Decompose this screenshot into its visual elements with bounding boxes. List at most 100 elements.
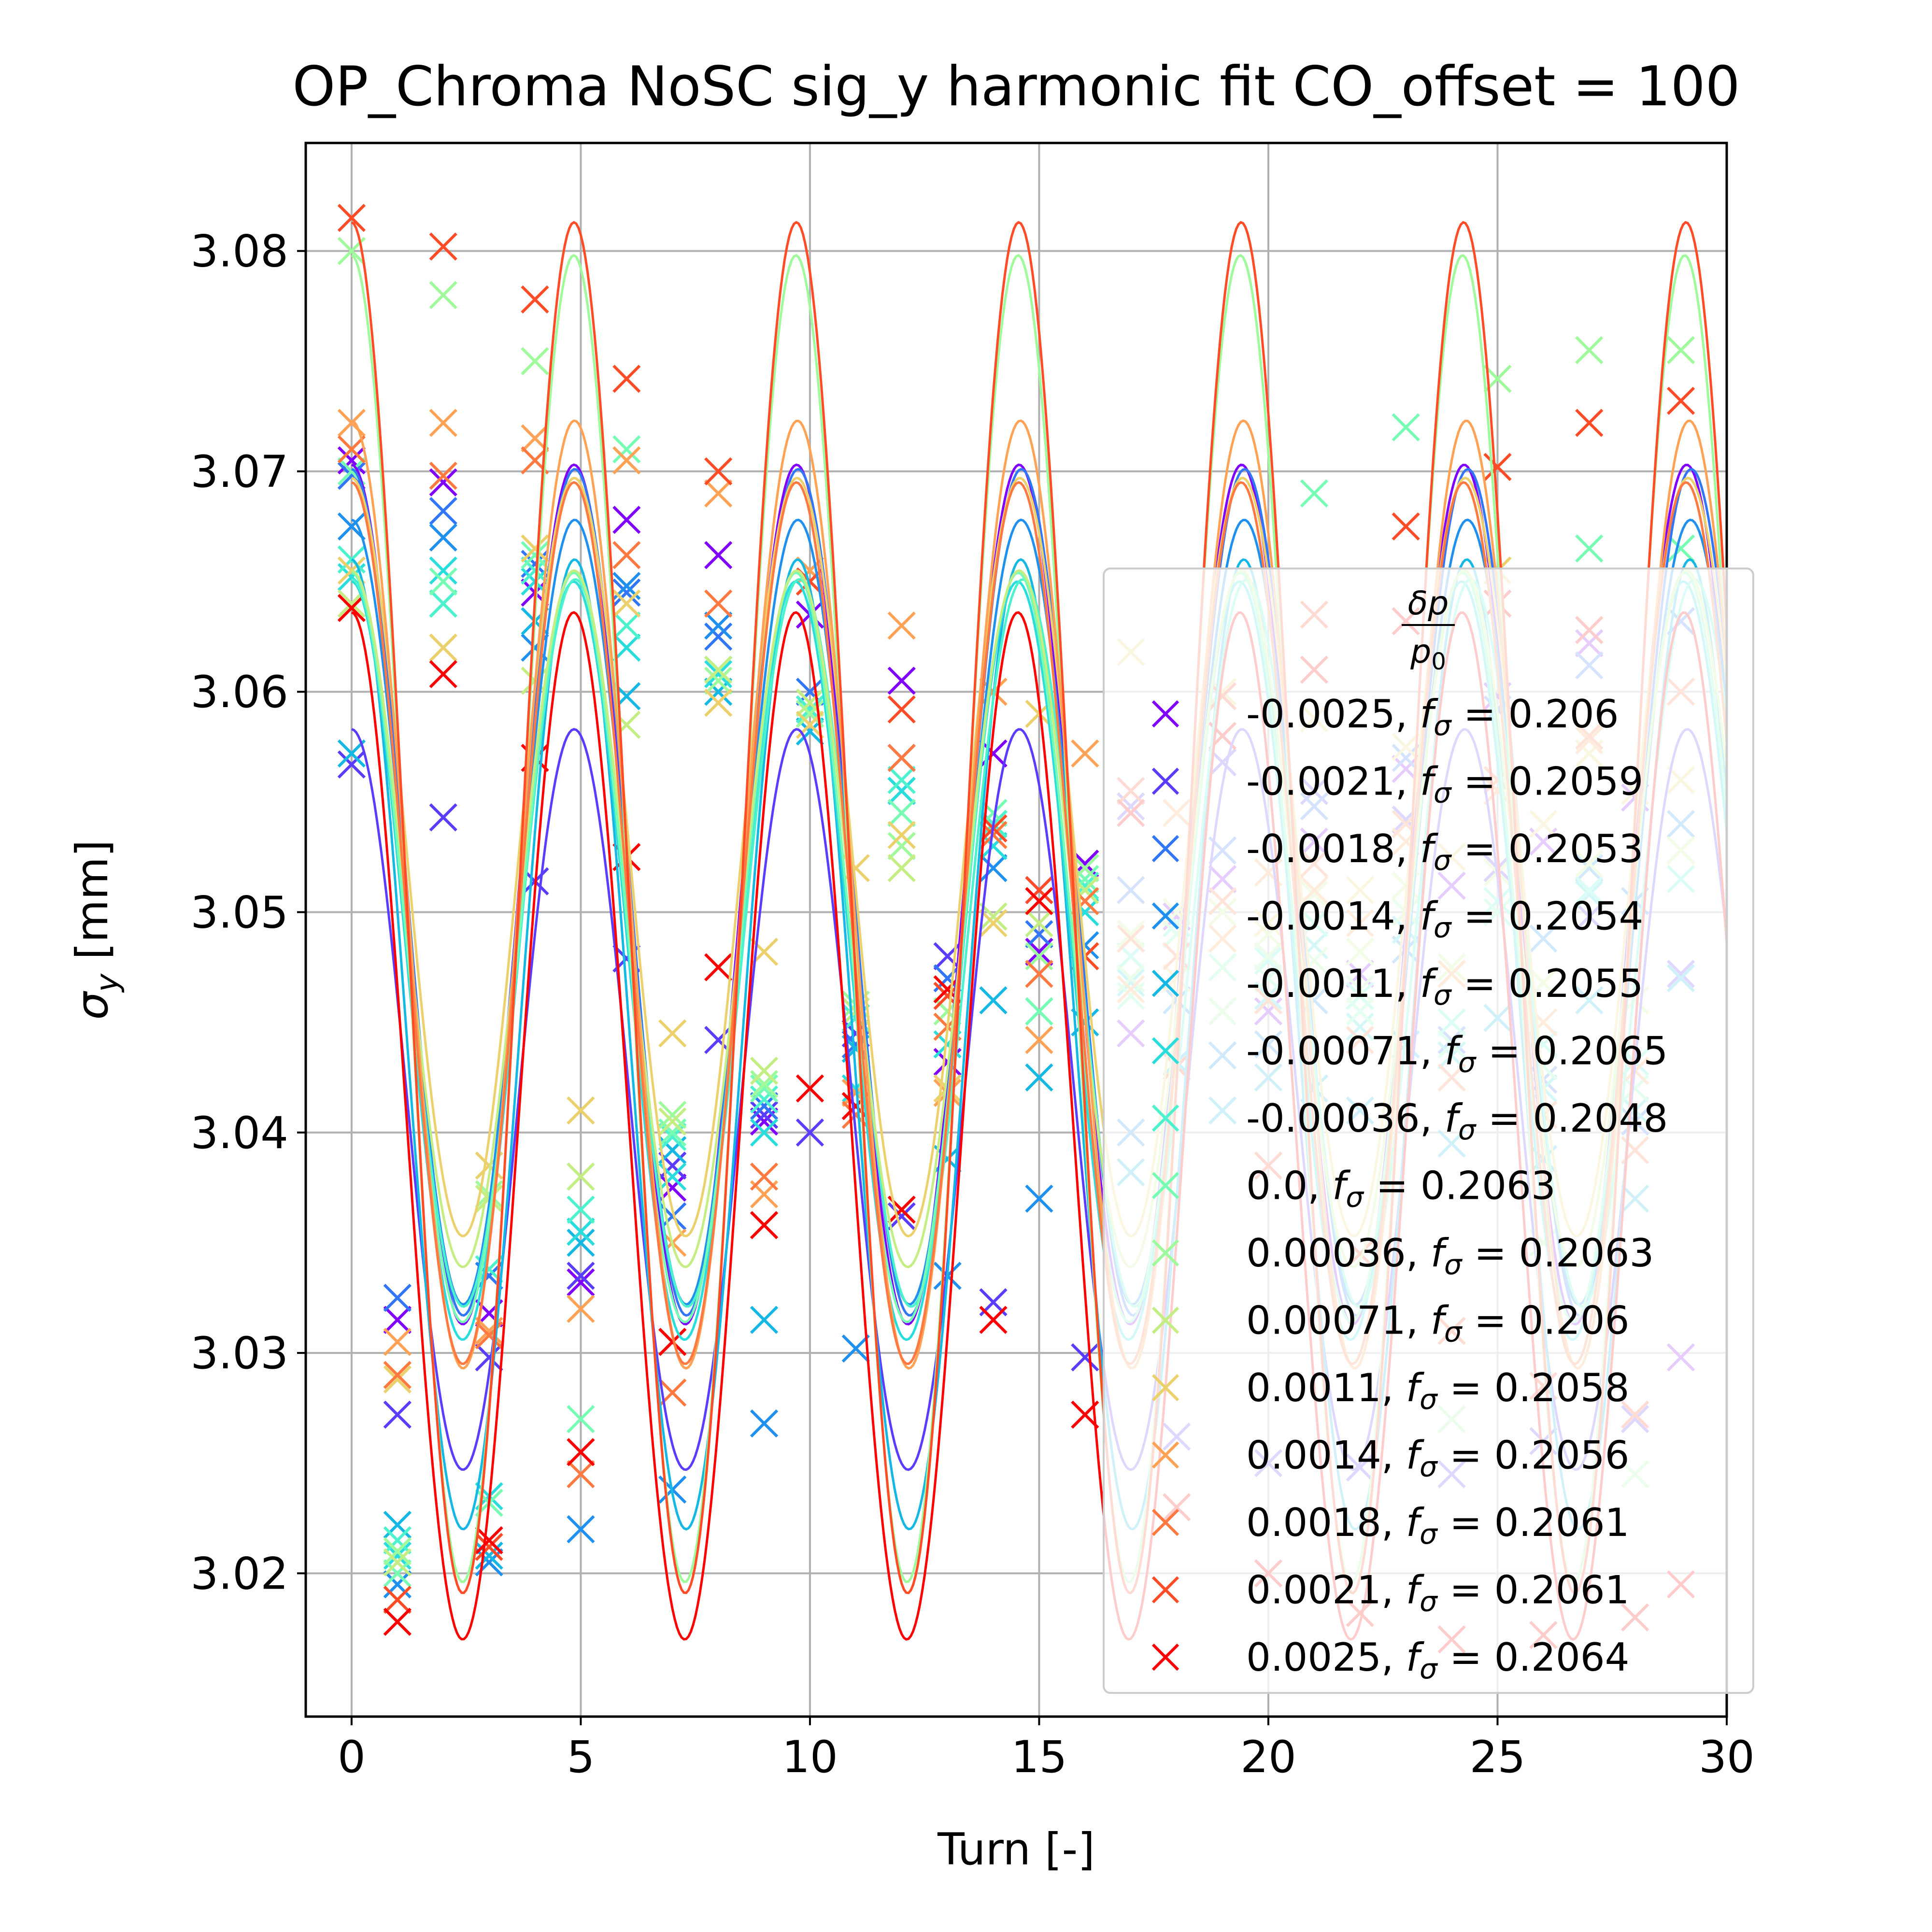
data-point <box>337 750 366 779</box>
data-point <box>750 1409 779 1438</box>
legend-marker <box>1151 1441 1179 1469</box>
y-tick-label: 3.07 <box>190 447 288 497</box>
data-point <box>612 589 641 618</box>
data-point <box>383 1586 412 1614</box>
data-point <box>887 667 916 695</box>
legend-label: 0.0, fσ = 0.2063 <box>1246 1164 1556 1214</box>
legend-title-denominator-p: p <box>1410 633 1431 671</box>
legend-label: 0.0025, fσ = 0.2064 <box>1246 1635 1630 1685</box>
data-point <box>750 1162 779 1191</box>
data-point <box>567 1228 595 1257</box>
data-point <box>887 611 916 640</box>
data-point <box>658 1101 687 1129</box>
legend-label-value: -0.0018 <box>1246 826 1395 871</box>
legend-label: -0.00036, fσ = 0.2048 <box>1246 1096 1668 1146</box>
legend-label-value: 0.00071 <box>1246 1298 1406 1343</box>
legend-label: -0.0014, fσ = 0.2054 <box>1246 894 1643 944</box>
data-point <box>1025 909 1053 938</box>
legend-label-value: 0.0014 <box>1246 1433 1381 1478</box>
legend-label-f-value: 0.2055 <box>1508 961 1643 1006</box>
data-point <box>1300 479 1328 508</box>
data-point <box>567 1162 595 1191</box>
data-point <box>704 589 733 618</box>
data-point <box>658 1328 687 1356</box>
legend-entries: -0.0025, fσ = 0.206-0.0021, fσ = 0.2059-… <box>1151 692 1668 1685</box>
data-point <box>429 589 457 618</box>
legend-label-f-value: 0.2063 <box>1421 1164 1556 1208</box>
data-point <box>567 1195 595 1224</box>
data-point <box>429 232 457 261</box>
legend-marker <box>1151 1172 1179 1199</box>
data-point <box>429 281 457 309</box>
series-13-fit-line <box>351 221 1727 1594</box>
data-point <box>1483 453 1512 481</box>
data-point <box>750 1211 779 1239</box>
legend-label: -0.00071, fσ = 0.2065 <box>1246 1029 1668 1079</box>
data-point <box>567 1460 595 1489</box>
legend-label-value: -0.00036 <box>1246 1096 1420 1141</box>
data-point <box>704 655 733 684</box>
legend-marker <box>1151 1576 1179 1604</box>
data-point <box>750 1070 779 1098</box>
data-point <box>658 1173 687 1202</box>
data-point <box>429 461 457 490</box>
data-point <box>750 1056 779 1085</box>
data-point <box>750 1306 779 1334</box>
data-point <box>1071 1343 1099 1372</box>
legend-box <box>1103 568 1754 1694</box>
series-8-fit-line <box>351 254 1727 1584</box>
legend-label-value: 0.0025 <box>1246 1635 1381 1680</box>
data-point <box>658 1107 687 1136</box>
data-point <box>429 497 457 526</box>
legend-label-f-value: 0.2065 <box>1533 1029 1668 1074</box>
data-point <box>429 803 457 832</box>
legend-label-value: 0.0011 <box>1246 1365 1381 1410</box>
data-point <box>704 611 733 640</box>
data-point <box>979 1306 1008 1334</box>
data-point <box>887 766 916 794</box>
data-point <box>1666 336 1695 365</box>
y-tick-label: 3.08 <box>190 227 288 277</box>
legend-label: 0.0014, fσ = 0.2056 <box>1246 1433 1630 1483</box>
data-point <box>704 688 733 717</box>
data-point <box>1392 512 1420 541</box>
y-axis-label: σy [mm] <box>67 840 126 1020</box>
legend-label: 0.0018, fσ = 0.2061 <box>1246 1500 1630 1550</box>
legend-label-value: 0.00036 <box>1246 1231 1406 1276</box>
legend-title-denominator-sub: 0 <box>1431 648 1446 675</box>
data-point <box>567 1405 595 1434</box>
data-point <box>567 1262 595 1290</box>
y-tick-label: 3.03 <box>190 1328 288 1379</box>
data-point <box>1025 920 1053 949</box>
data-point <box>567 1515 595 1544</box>
legend-label-f-sub: σ <box>1420 1383 1438 1416</box>
data-point <box>887 832 916 860</box>
data-point <box>704 622 733 651</box>
legend-label-f-sub: σ <box>1434 777 1452 810</box>
x-tick-label: 5 <box>567 1732 595 1783</box>
data-point <box>1666 534 1695 563</box>
legend-label-f-value: 0.2059 <box>1508 759 1643 804</box>
legend-label: -0.0021, fσ = 0.2059 <box>1246 759 1643 810</box>
data-point <box>612 446 641 475</box>
legend-label: 0.00071, fσ = 0.206 <box>1246 1298 1630 1349</box>
data-point <box>475 1343 503 1372</box>
data-point <box>612 611 641 640</box>
x-tick-label: 20 <box>1240 1732 1296 1783</box>
data-point <box>383 1548 412 1577</box>
legend-label-f-sub: σ <box>1458 1046 1477 1079</box>
x-tick-label: 10 <box>782 1732 838 1783</box>
legend-label-value: 0.0 <box>1246 1164 1307 1208</box>
data-point <box>704 667 733 695</box>
data-point <box>383 1283 412 1312</box>
data-point <box>383 1361 412 1389</box>
data-point <box>567 1268 595 1297</box>
legend-label-f-value: 0.2058 <box>1494 1365 1630 1410</box>
data-point <box>887 695 916 724</box>
data-point <box>1575 409 1604 437</box>
data-point <box>1025 876 1053 904</box>
data-point <box>383 1306 412 1334</box>
legend-marker <box>1151 1508 1179 1536</box>
data-point <box>1575 336 1604 365</box>
